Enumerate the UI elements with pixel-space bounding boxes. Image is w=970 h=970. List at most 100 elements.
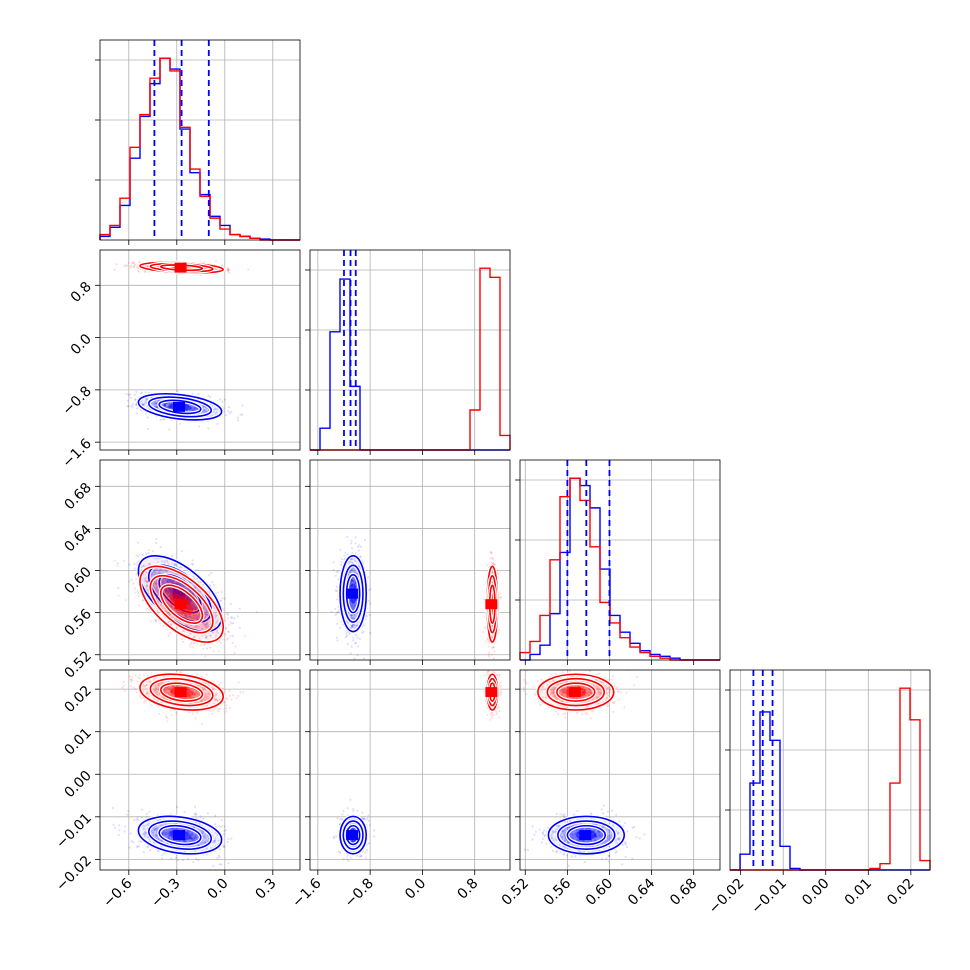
scatter-point xyxy=(167,405,170,409)
scatter-point xyxy=(135,845,139,848)
scatter-point xyxy=(112,823,115,826)
scatter-point xyxy=(350,568,353,571)
scatter-point xyxy=(141,391,144,394)
scatter-point xyxy=(154,402,158,405)
scatter-point xyxy=(178,592,182,596)
scatter-point xyxy=(145,813,148,816)
scatter-point xyxy=(172,827,175,831)
scatter-point xyxy=(207,394,210,397)
scatter-point xyxy=(191,838,194,841)
scatter-point xyxy=(187,618,190,621)
scatter-point xyxy=(167,836,170,839)
scatter-point xyxy=(223,829,226,833)
scatter-point xyxy=(209,395,212,398)
scatter-point xyxy=(183,840,186,843)
scatter-point xyxy=(492,558,495,561)
scatter-point xyxy=(349,570,353,573)
scatter-point xyxy=(205,847,208,850)
scatter-point xyxy=(196,615,199,618)
scatter-point xyxy=(167,602,170,605)
scatter-point xyxy=(186,829,189,832)
scatter-point xyxy=(336,610,340,614)
panel-2d-1-0 xyxy=(99,249,301,451)
scatter-point xyxy=(156,835,159,838)
scatter-point xyxy=(185,624,188,627)
scatter-point xyxy=(129,266,132,269)
scatter-point xyxy=(227,623,231,626)
scatter-point xyxy=(162,831,165,834)
scatter-point xyxy=(194,608,198,611)
scatter-point xyxy=(161,571,164,575)
scatter-point xyxy=(161,580,164,584)
scatter-point xyxy=(179,612,183,615)
scatter-point xyxy=(230,616,233,619)
scatter-point xyxy=(227,406,231,409)
scatter-point xyxy=(346,553,349,556)
scatter-point xyxy=(350,579,353,582)
scatter-point xyxy=(163,834,167,837)
scatter-point xyxy=(137,819,140,822)
scatter-point xyxy=(243,634,246,638)
scatter-point xyxy=(192,839,196,842)
scatter-point xyxy=(154,618,157,621)
scatter-point xyxy=(368,613,371,617)
scatter-point xyxy=(340,557,343,560)
scatter-point xyxy=(350,579,353,582)
scatter-point xyxy=(173,563,176,566)
scatter-point xyxy=(159,568,162,571)
scatter-point xyxy=(166,560,169,563)
scatter-point xyxy=(161,560,164,563)
scatter-point xyxy=(135,577,138,581)
scatter-point xyxy=(149,849,152,852)
scatter-point xyxy=(167,829,170,832)
scatter-point xyxy=(169,603,172,606)
scatter-point xyxy=(176,827,180,830)
scatter-point xyxy=(116,562,119,565)
scatter-point xyxy=(218,856,221,859)
scatter-point xyxy=(190,643,193,646)
scatter-point xyxy=(231,641,234,645)
scatter-point xyxy=(171,606,174,610)
scatter-point xyxy=(124,598,127,602)
scatter-point xyxy=(199,829,202,832)
scatter-point xyxy=(350,547,354,550)
scatter-point xyxy=(195,857,198,861)
scatter-point xyxy=(335,598,339,601)
scatter-point xyxy=(215,634,218,637)
scatter-point xyxy=(489,557,492,560)
scatter-point xyxy=(185,614,189,617)
scatter-point xyxy=(228,269,231,272)
scatter-point xyxy=(151,572,154,575)
scatter-point xyxy=(125,264,129,267)
scatter-point xyxy=(350,579,353,583)
scatter-point xyxy=(351,616,354,619)
scatter-point xyxy=(354,536,357,539)
scatter-point xyxy=(169,579,172,582)
scatter-point xyxy=(167,591,170,594)
scatter-point xyxy=(185,616,188,619)
scatter-point xyxy=(189,598,192,602)
scatter-point xyxy=(130,578,133,581)
scatter-point xyxy=(190,833,194,836)
scatter-point xyxy=(178,613,181,616)
scatter-point xyxy=(179,591,183,595)
scatter-point xyxy=(227,862,230,865)
scatter-point xyxy=(162,580,165,583)
scatter-point xyxy=(210,414,214,417)
scatter-point xyxy=(168,595,171,599)
scatter-point xyxy=(241,404,244,407)
scatter-point xyxy=(201,410,204,414)
scatter-point xyxy=(170,606,174,609)
scatter-point xyxy=(183,595,187,598)
scatter-point xyxy=(492,645,495,649)
density-peak-series-0 xyxy=(346,588,359,599)
scatter-point xyxy=(174,563,177,566)
scatter-point xyxy=(186,830,189,833)
scatter-point xyxy=(229,410,233,413)
scatter-point xyxy=(115,263,118,266)
scatter-point xyxy=(165,833,168,836)
scatter-point xyxy=(354,634,358,637)
scatter-point xyxy=(185,616,188,620)
scatter-point xyxy=(133,819,136,822)
scatter-point xyxy=(194,813,197,816)
